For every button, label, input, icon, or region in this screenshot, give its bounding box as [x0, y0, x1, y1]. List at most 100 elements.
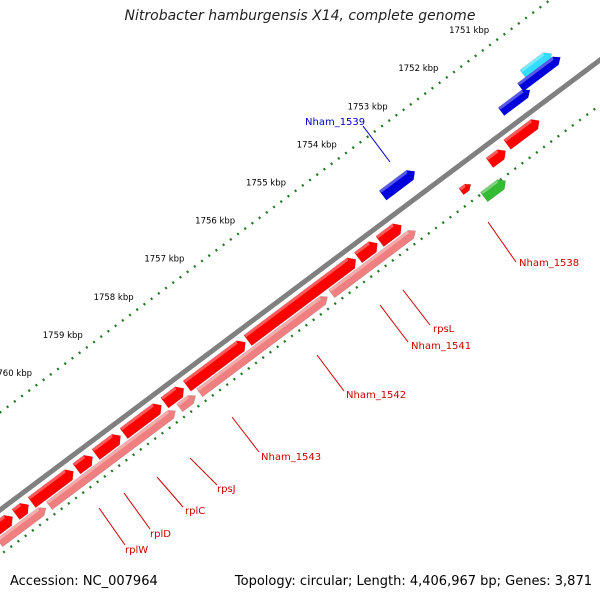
backbone-line: [0, 56, 600, 514]
outer-track-dot: [481, 48, 485, 52]
nham-1542-leader-line: [316, 354, 345, 392]
inner-track-dot: [204, 399, 208, 403]
rpsj-cds: [160, 386, 185, 409]
gene-features: [0, 52, 561, 548]
outer-track-dot: [409, 102, 413, 106]
inner-track-dot: [96, 480, 100, 484]
rpld-label: rplD: [150, 529, 171, 540]
outer-track-dot: [438, 81, 442, 85]
nham-1543-cds-highlight: [183, 340, 238, 383]
outer-track-dot: [0, 410, 2, 414]
rplw-cds: [72, 454, 93, 475]
outer-track-dot: [380, 124, 384, 128]
inner-track-dot: [326, 307, 330, 311]
blue-cds-highlight: [498, 89, 524, 110]
inner-track-dot: [81, 491, 85, 495]
inner-track-dot: [297, 329, 301, 333]
red-cds: [458, 183, 472, 196]
pink-cds-highlight: [176, 395, 189, 406]
inner-track-dot: [132, 453, 136, 457]
outer-track-dot: [157, 291, 161, 295]
inner-track-dot: [477, 194, 481, 198]
inner-track-dot: [175, 420, 179, 424]
outer-track-dot: [286, 194, 290, 198]
red-cds-highlight: [458, 184, 466, 191]
outer-track-dot: [49, 372, 53, 376]
outer-track-dot: [538, 5, 542, 9]
nham-1543-label: Nham_1543: [261, 452, 321, 463]
rplc-label: rplC: [185, 506, 205, 517]
rpsj-leader-line: [189, 457, 218, 486]
outer-track-dot: [524, 16, 528, 20]
inner-track-dot: [24, 534, 28, 538]
rpsl-cds-highlight: [375, 223, 394, 238]
inner-track-dot: [16, 539, 20, 543]
outer-track-dot: [474, 54, 478, 58]
inner-track-dot: [456, 210, 460, 214]
gene-labels: Nham_1539 Nham_1538 rpsL Nham_1541 Nham_1542…: [98, 117, 579, 556]
outer-track-dot: [121, 318, 125, 322]
nham-1542-cds: [243, 257, 357, 347]
rpld-leader-line: [123, 492, 151, 530]
inner-track-dot: [247, 366, 251, 370]
rpsj-label: rpsJ: [217, 484, 236, 495]
outer-track-dot: [142, 302, 146, 306]
outer-track-dot: [229, 237, 233, 241]
inner-track-dot: [340, 296, 344, 300]
rpld-cds: [91, 433, 121, 461]
inner-track-dot: [9, 545, 13, 549]
nham-1538-leader-line: [487, 221, 517, 263]
inner-track-dot: [441, 221, 445, 225]
outer-track-dot: [106, 329, 110, 333]
nham-1541-label: Nham_1541: [411, 341, 471, 352]
outer-track-dot: [92, 340, 96, 344]
nham-1538-label: Nham_1538: [519, 258, 579, 269]
cyan-cds-highlight: [520, 52, 545, 72]
genome-backbone: [0, 56, 600, 514]
rplw-label: rplW: [125, 545, 148, 556]
inner-track-dot: [240, 372, 244, 376]
pink-cds: [45, 410, 176, 511]
outer-track-dot: [135, 308, 139, 312]
outer-track-dot: [294, 189, 298, 193]
inner-track-dot: [391, 258, 395, 262]
outer-track-dot: [171, 281, 175, 285]
outer-track-dot: [272, 205, 276, 209]
inner-track-dot: [571, 123, 575, 127]
inner-track-dot: [189, 410, 193, 414]
kbp-tick-label: 1755 kbp: [246, 179, 286, 189]
outer-track-dot: [258, 216, 262, 220]
rpld-cds-highlight: [91, 434, 113, 451]
inner-track-dot: [196, 404, 200, 408]
pink-cds-highlight: [0, 507, 40, 540]
inner-track-dot: [283, 339, 287, 343]
nham-1541-leader-line: [379, 304, 409, 343]
outer-track-dot: [70, 356, 74, 360]
outer-track-dot: [344, 151, 348, 155]
pink-cds-highlight: [196, 296, 321, 391]
outer-track-dot: [315, 173, 319, 177]
outer-track-dot: [128, 313, 132, 317]
nham-1538-cds-highlight: [480, 179, 499, 194]
outer-track-dot: [308, 178, 312, 182]
red-cds-highlight: [486, 149, 499, 160]
inner-track-dot: [218, 388, 222, 392]
outer-track-dot: [402, 108, 406, 112]
outer-track-dot: [85, 345, 89, 349]
outer-track-dot: [114, 324, 118, 328]
outer-track-dot: [488, 43, 492, 47]
nham-1541-cds: [353, 241, 378, 264]
kbp-tick-label: 1759 kbp: [43, 331, 83, 341]
outer-track-dot: [301, 183, 305, 187]
inner-track-dot: [549, 140, 553, 144]
outer-track-dot: [200, 259, 204, 263]
inner-track-dot: [139, 447, 143, 451]
red-cds: [485, 149, 506, 169]
inner-track-dot: [276, 345, 280, 349]
inner-track-dot: [153, 437, 157, 441]
inner-track-dot: [405, 248, 409, 252]
inner-track-dot: [290, 334, 294, 338]
red-cds-highlight: [27, 469, 66, 499]
